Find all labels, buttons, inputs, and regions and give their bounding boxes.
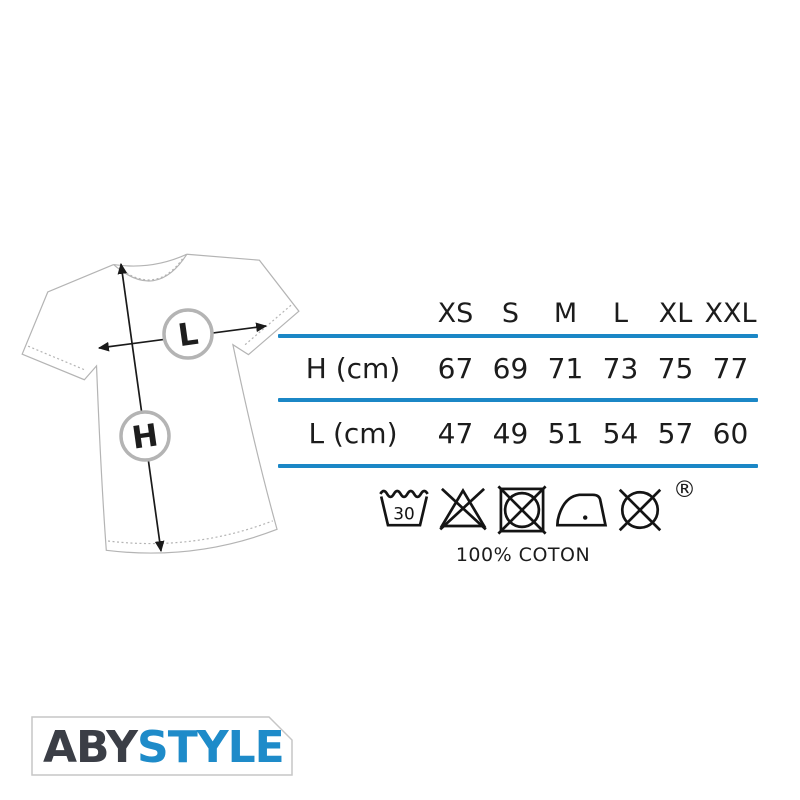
col-header-xs: XS <box>437 298 474 329</box>
col-header-m: M <box>553 298 578 329</box>
value-cell: 71 <box>547 351 584 385</box>
height-label: H <box>130 417 161 456</box>
row-label: H (cm) <box>305 351 401 385</box>
table-divider <box>278 398 758 402</box>
col-header-xxl: XXL <box>704 298 757 329</box>
height-label-circle <box>119 410 171 462</box>
value-cell: 69 <box>492 351 529 385</box>
abystyle-logo: ABYSTYLE <box>31 716 293 776</box>
do-not-bleach-icon <box>439 487 487 531</box>
table-divider <box>278 334 758 338</box>
care-instructions: 30 ® 100% COTON <box>377 479 696 566</box>
iron-low-icon <box>556 493 608 527</box>
registered-trademark: ® <box>673 477 696 503</box>
value-cell: 51 <box>547 416 584 450</box>
value-cell: 54 <box>602 416 639 450</box>
size-table-header-row: XS S M L XL XXL <box>278 293 758 329</box>
table-row-width: L (cm) 47 49 51 54 57 60 <box>278 402 758 464</box>
value-cell: 77 <box>712 351 749 385</box>
logo-text-style: STYLE <box>137 722 284 773</box>
value-cell: 75 <box>657 351 694 385</box>
size-table: XS S M L XL XXL H (cm) 67 69 71 73 75 77… <box>278 293 758 468</box>
value-cell: 47 <box>437 416 474 450</box>
height-arrow-icon <box>117 262 165 553</box>
svg-text:30: 30 <box>393 503 414 523</box>
composition-label: 100% COTON <box>455 544 591 566</box>
value-cell: 49 <box>492 416 529 450</box>
care-symbols-row: 30 ® <box>377 479 696 537</box>
do-not-tumble-dry-icon <box>497 485 547 535</box>
value-cell: 60 <box>712 416 749 450</box>
logo-box <box>31 716 293 776</box>
col-header-l: L <box>612 298 629 329</box>
logo-text-aby: ABY <box>43 722 139 773</box>
value-cell: 73 <box>602 351 639 385</box>
value-cell: 57 <box>657 416 694 450</box>
table-divider <box>278 464 758 468</box>
col-header-s: S <box>501 298 520 329</box>
wash-30-icon: 30 <box>379 489 429 527</box>
value-cell: 67 <box>437 351 474 385</box>
do-not-dry-clean-icon <box>618 488 662 532</box>
row-label: L (cm) <box>308 416 398 450</box>
table-row-height: H (cm) 67 69 71 73 75 77 <box>278 338 758 398</box>
col-header-xl: XL <box>658 298 693 329</box>
tshirt-measurement-diagram: L H <box>21 253 300 554</box>
svg-text:ABYSTYLE: ABYSTYLE <box>43 722 284 773</box>
width-label-circle <box>162 308 214 360</box>
